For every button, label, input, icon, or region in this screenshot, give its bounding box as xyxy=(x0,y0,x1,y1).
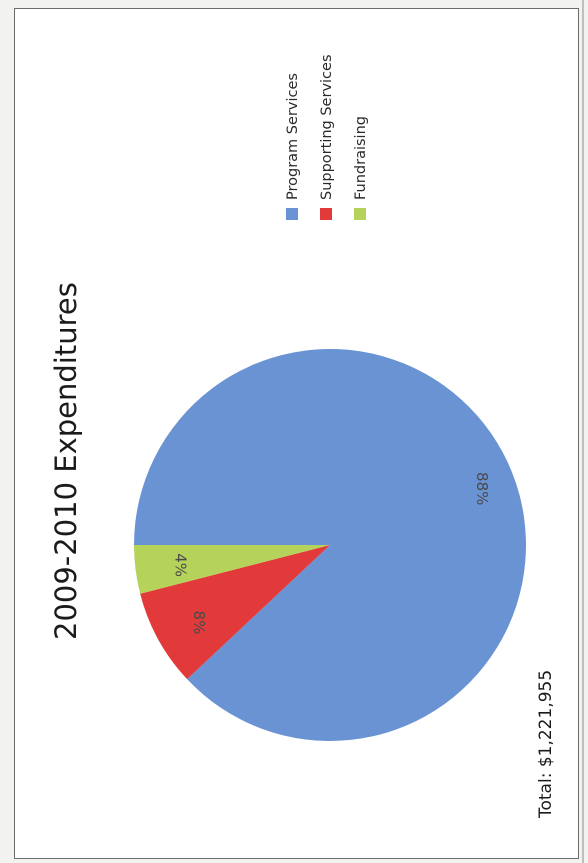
pie-slice-program-services xyxy=(134,348,526,741)
chart-title: 2009-2010 Expenditures xyxy=(49,282,83,640)
legend-label-program-services: Program Services xyxy=(285,73,301,200)
pie-label-program-services: 88% xyxy=(473,472,491,505)
pie-percent-labels: 88% 8% 4% xyxy=(172,472,492,634)
legend-swatch-program-services xyxy=(286,208,298,220)
legend-swatch-supporting-services xyxy=(320,208,332,220)
legend-swatch-fundraising xyxy=(354,208,366,220)
legend-label-supporting-services: Supporting Services xyxy=(319,55,335,201)
legend-label-fundraising: Fundraising xyxy=(353,116,369,200)
page-edge xyxy=(582,0,584,863)
pie-slices xyxy=(134,348,526,741)
total-annotation: Total: $1,221,955 xyxy=(536,670,556,819)
pie-label-fundraising: 4% xyxy=(172,553,190,577)
legend: Program Services Supporting Services Fundr… xyxy=(285,55,369,220)
pie-slice-supporting-services xyxy=(140,545,330,680)
pie-label-supporting-services: 8% xyxy=(190,611,208,635)
pie-slice-fundraising xyxy=(134,545,330,594)
